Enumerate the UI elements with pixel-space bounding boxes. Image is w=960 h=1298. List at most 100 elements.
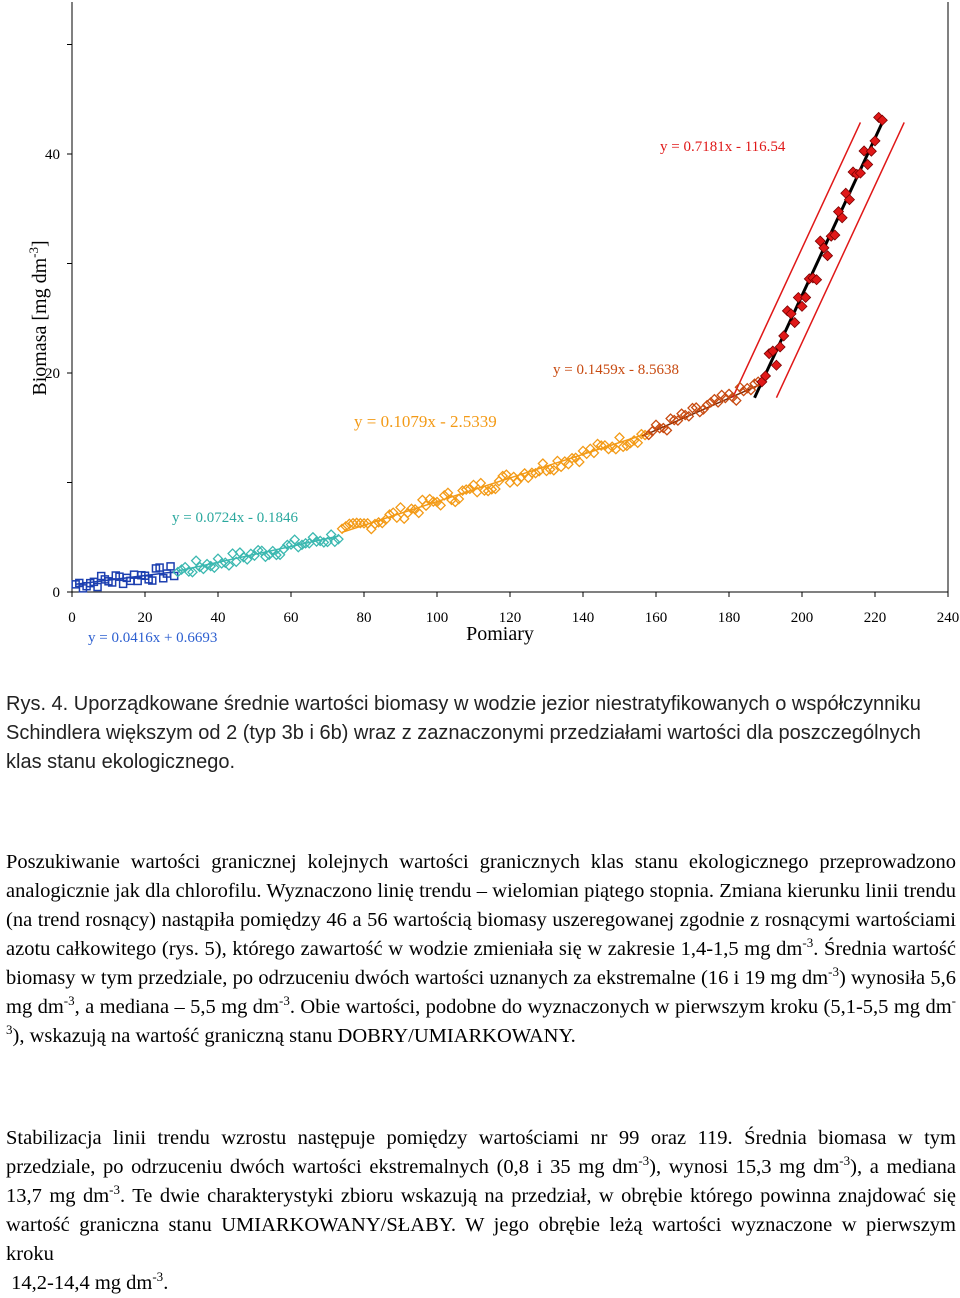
data-point (289, 534, 301, 546)
data-point (333, 533, 344, 545)
p1-text-e: . Obie wartości, podobne do wyznaczonych… (289, 996, 952, 1018)
equation-1: y = 0.0416x + 0.6693 (88, 630, 217, 646)
equation-3: y = 0.1079x - 2.5339 (354, 412, 497, 431)
p1-text-f: ), wskazują na wartość graniczną stanu D… (12, 1025, 576, 1047)
data-point (854, 167, 866, 179)
x-tick-label: 60 (284, 610, 299, 626)
data-point (639, 429, 651, 441)
data-point (358, 517, 370, 529)
p2-text-e: 14,2-14,4 mg dm (11, 1272, 153, 1294)
data-point (843, 194, 856, 206)
p2-text-b: ), wynosi 15,3 mg dm (649, 1156, 840, 1178)
data-point (322, 536, 333, 548)
data-point (340, 521, 352, 532)
data-point (183, 566, 195, 577)
data-point (435, 499, 447, 511)
plot-frame (71, 2, 949, 593)
data-point (384, 509, 395, 520)
data-point (544, 463, 556, 475)
data-point (208, 562, 220, 574)
data-point (548, 464, 560, 476)
x-tick-label: 0 (68, 610, 76, 626)
data-point (252, 544, 264, 556)
data-point (391, 512, 403, 524)
p2-sup-3: -3 (109, 1182, 120, 1198)
data-point (438, 489, 450, 501)
data-point (260, 551, 271, 563)
data-point (292, 541, 304, 553)
data-point (395, 501, 406, 513)
y-axis-title: Biomasa [mg dm-3] (26, 240, 51, 395)
data-points (71, 111, 888, 593)
x-tick-label: 40 (211, 610, 226, 626)
biomass-chart: 0 20 40 60 80 100 120 140 160 180 200 220 240 0 20 40 P… (26, 2, 960, 646)
data-point (792, 291, 804, 304)
x-tick-label: 240 (937, 610, 960, 626)
x-tick-label: 100 (426, 610, 449, 626)
x-tick-label: 20 (138, 610, 153, 626)
data-point (329, 536, 341, 548)
x-tick-label: 220 (864, 610, 887, 626)
data-point (862, 158, 874, 171)
x-axis-title: Pomiary (466, 623, 534, 645)
data-point (460, 484, 472, 495)
data-point (625, 437, 636, 449)
data-point (654, 422, 666, 434)
x-tick-label: 200 (791, 610, 814, 626)
x-tick-label: 140 (572, 610, 595, 626)
data-point (785, 308, 797, 320)
data-point (573, 456, 585, 468)
data-point (621, 440, 633, 452)
p1-sup-3: -3 (63, 993, 75, 1009)
p2-sup-4: -3 (152, 1269, 164, 1285)
data-point (745, 384, 757, 396)
data-point (318, 537, 330, 548)
data-point (811, 274, 823, 286)
data-point (166, 562, 175, 571)
data-point (216, 558, 228, 569)
data-point (603, 443, 614, 455)
p2-sup-1: -3 (638, 1153, 650, 1169)
data-point (300, 537, 312, 549)
p2-text-d: . Te dwie charakterystyki zbioru wskazuj… (6, 1185, 956, 1265)
data-point (406, 503, 417, 515)
p1-text-a: Poszukiwanie wartości granicznej kolejny… (6, 851, 956, 960)
data-point (778, 330, 790, 342)
y-axis-title-sup: -3 (26, 247, 41, 258)
y-axis-title-main: Biomasa [mg dm (29, 257, 51, 395)
data-point (588, 447, 600, 459)
data-point (865, 145, 877, 157)
data-point (420, 500, 432, 512)
data-point (223, 560, 235, 571)
data-point (449, 496, 461, 508)
p1-sup-2: -3 (828, 964, 839, 980)
data-point (511, 476, 523, 487)
data-point (93, 582, 102, 592)
data-point (821, 250, 834, 262)
data-point (712, 396, 724, 408)
data-point (679, 409, 691, 421)
data-point (325, 529, 337, 540)
data-point (442, 487, 454, 499)
data-point (789, 316, 801, 329)
data-point (365, 523, 377, 535)
x-tick-label: 120 (499, 610, 522, 626)
data-point (190, 555, 202, 567)
data-point (533, 465, 545, 477)
p1-sup-1: -3 (802, 935, 814, 951)
p2-range: 14,2-14,4 mg dm-3. (6, 1269, 168, 1294)
data-point (278, 543, 290, 555)
data-point (676, 408, 687, 420)
data-point (376, 517, 388, 529)
data-point (730, 395, 742, 407)
data-point (347, 517, 359, 529)
data-point (796, 300, 808, 312)
data-point (413, 507, 425, 519)
data-point (270, 549, 282, 561)
data-point (336, 523, 348, 535)
data-point (176, 564, 187, 575)
x-tick-label: 180 (718, 610, 741, 626)
confidence-band-line (775, 122, 905, 399)
data-point (230, 556, 242, 568)
data-point (836, 212, 848, 224)
